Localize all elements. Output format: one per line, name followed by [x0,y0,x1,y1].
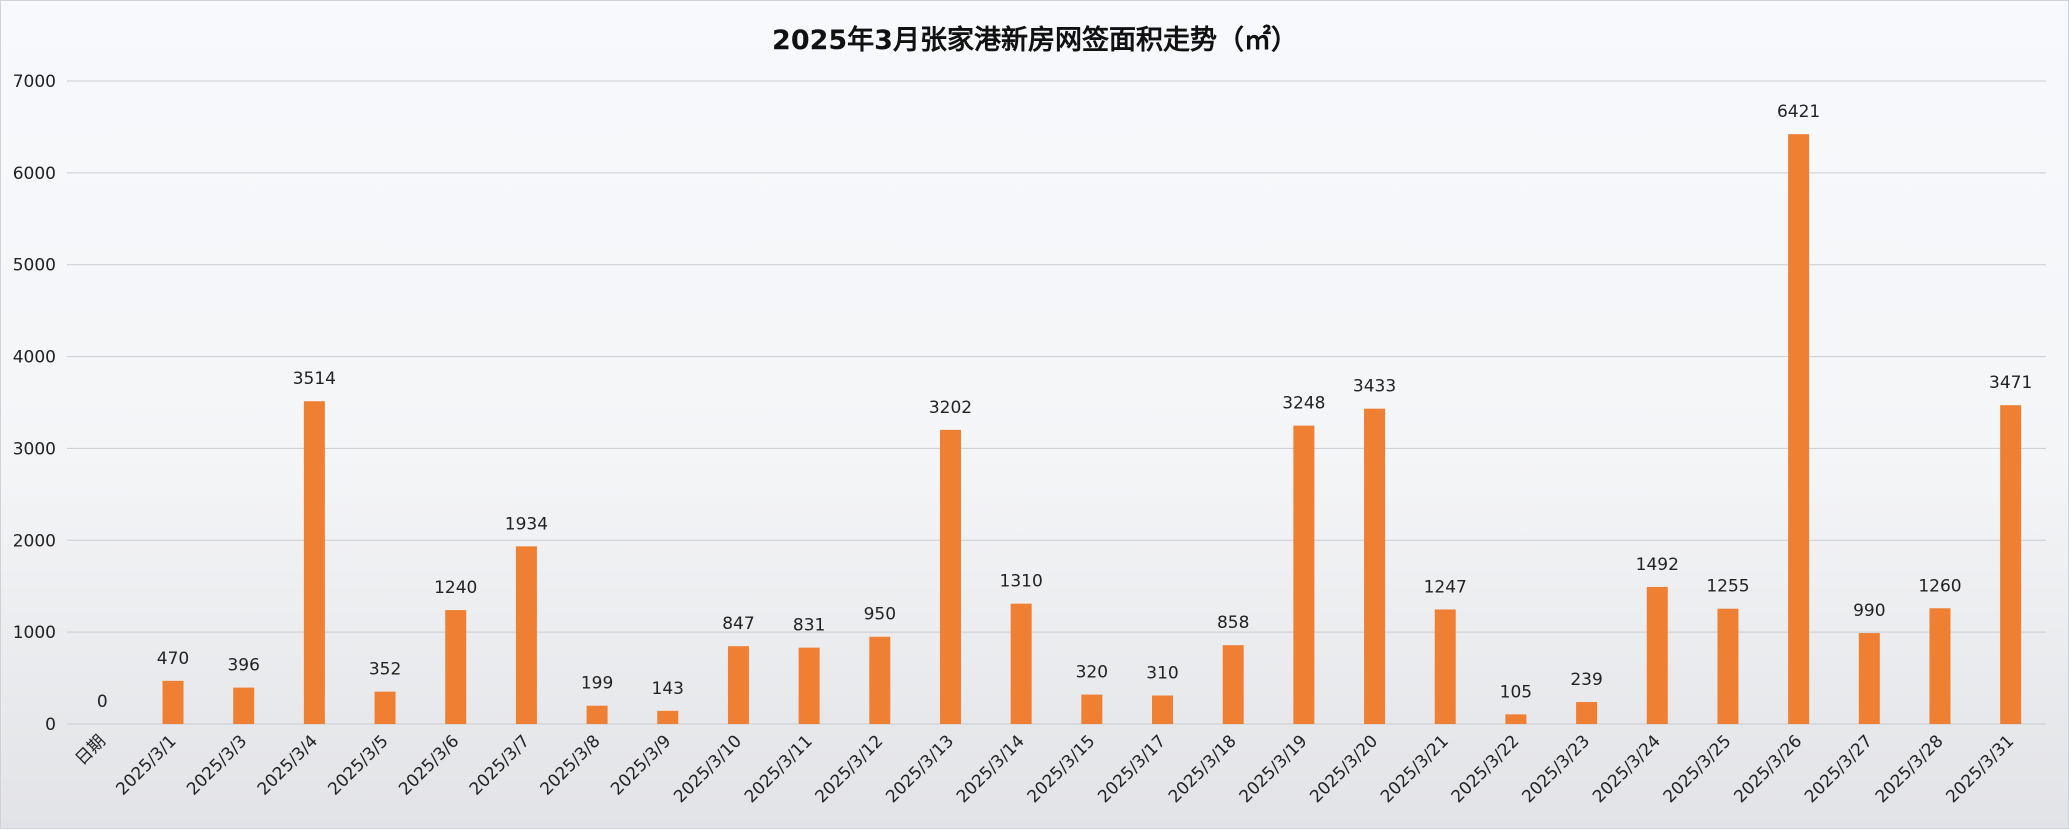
data-label: 950 [864,605,896,625]
data-label: 1492 [1636,555,1679,575]
data-label: 1934 [505,514,548,534]
x-tick-label: 2025/3/3 [183,731,251,799]
x-tick-label: 2025/3/28 [1872,731,1948,807]
bars [162,134,2022,724]
bar-2025/3/23 [1576,702,1598,724]
bar-2025/3/8 [586,705,608,724]
data-label: 831 [793,616,825,636]
bar-2025/3/4 [303,401,325,724]
data-label: 858 [1217,613,1249,633]
y-tick-label: 0 [45,715,56,735]
bar-2025/3/9 [657,710,679,724]
x-tick-label: 2025/3/7 [466,731,534,799]
bar-2025/3/3 [233,687,255,724]
bar-2025/3/20 [1364,408,1386,724]
data-label: 470 [157,649,189,669]
data-label: 847 [722,614,754,634]
x-tick-label: 2025/3/4 [254,731,322,799]
chart-title: 2025年3月张家港新房网签面积走势（㎡） [772,24,1298,56]
x-tick-label: 日期 [72,731,110,769]
data-label: 310 [1146,664,1178,684]
data-label: 6421 [1777,102,1820,122]
bar-2025/3/19 [1293,425,1315,724]
y-tick-label: 1000 [13,623,56,643]
x-tick-label: 2025/3/24 [1589,731,1665,807]
data-label: 352 [369,660,401,680]
y-tick-label: 5000 [13,256,56,276]
x-tick-label: 2025/3/21 [1377,731,1453,807]
data-label: 3471 [1989,373,2032,393]
data-label: 1247 [1424,577,1467,597]
bar-2025/3/24 [1646,586,1668,724]
bar-2025/3/14 [1010,603,1032,724]
data-labels: 0 470 396 3514 352 1240 1934 199 143 847 831 950 320… [97,102,2032,712]
bar-2025/3/26 [1788,134,1810,724]
data-label: 199 [581,674,613,694]
x-tick-label: 2025/3/11 [741,731,817,807]
x-tick-label: 2025/3/6 [395,731,463,799]
bar-2025/3/7 [515,546,537,724]
bar-2025/3/11 [798,647,820,724]
y-tick-label: 4000 [13,348,56,368]
data-label: 239 [1570,670,1602,690]
data-label: 3514 [293,369,336,389]
bar-2025/3/25 [1717,608,1739,724]
bar-2025/3/27 [1858,633,1880,724]
x-tick-label: 2025/3/17 [1094,731,1170,807]
data-label: 990 [1853,601,1885,621]
bar-2025/3/15 [1081,694,1103,724]
data-label: 3202 [929,398,972,418]
x-tick-label: 2025/3/8 [536,731,604,799]
x-tick-label: 2025/3/12 [812,731,888,807]
y-tick-label: 7000 [13,72,56,92]
data-label: 3248 [1282,394,1325,414]
x-tick-label: 2025/3/13 [882,731,958,807]
x-tick-label: 2025/3/19 [1236,731,1312,807]
y-tick-label: 3000 [13,439,56,459]
gridlines [67,80,2046,725]
bar-2025/3/18 [1222,645,1244,724]
data-label: 1240 [434,578,477,598]
x-tick-label: 2025/3/9 [607,731,675,799]
data-label: 143 [652,679,684,699]
x-tick-label: 2025/3/5 [324,731,392,799]
x-tick-label: 2025/3/15 [1024,731,1100,807]
x-tick-label: 2025/3/10 [670,731,746,807]
x-tick-label: 2025/3/23 [1518,731,1594,807]
x-axis-ticks: 日期 2025/3/1 2025/3/3 2025/3/4 2025/3/5 2025/3… [72,731,2019,807]
x-tick-label: 2025/3/18 [1165,731,1241,807]
y-axis-ticks: 0 1000 2000 3000 4000 5000 6000 7000 [13,72,56,735]
data-label: 1310 [1000,572,1043,592]
x-tick-label: 2025/3/20 [1306,731,1382,807]
bar-2025/3/1 [162,680,184,724]
x-tick-label: 2025/3/25 [1660,731,1736,807]
y-tick-label: 2000 [13,531,56,551]
bar-2025/3/22 [1505,714,1527,724]
x-tick-label: 2025/3/22 [1448,731,1524,807]
data-label: 0 [97,692,108,712]
y-tick-label: 6000 [13,164,56,184]
bar-2025/3/28 [1929,608,1951,724]
x-tick-label: 2025/3/31 [1942,731,2018,807]
data-label: 105 [1500,682,1532,702]
x-tick-label: 2025/3/26 [1730,731,1806,807]
bar-2025/3/12 [869,636,891,724]
bar-2025/3/6 [445,610,467,724]
data-label: 1260 [1918,576,1961,596]
bar-2025/3/21 [1434,609,1456,724]
x-tick-label: 2025/3/27 [1801,731,1877,807]
x-tick-label: 2025/3/14 [953,731,1029,807]
x-tick-label: 2025/3/1 [112,731,180,799]
data-label: 1255 [1706,577,1749,597]
data-label: 320 [1076,663,1108,683]
bar-2025/3/17 [1152,695,1174,724]
bar-2025/3/10 [727,646,749,724]
bar-2025/3/31 [2000,405,2022,724]
bar-2025/3/5 [374,691,396,724]
bar-2025/3/13 [939,429,961,724]
data-label: 3433 [1353,377,1396,397]
data-label: 396 [227,656,259,676]
